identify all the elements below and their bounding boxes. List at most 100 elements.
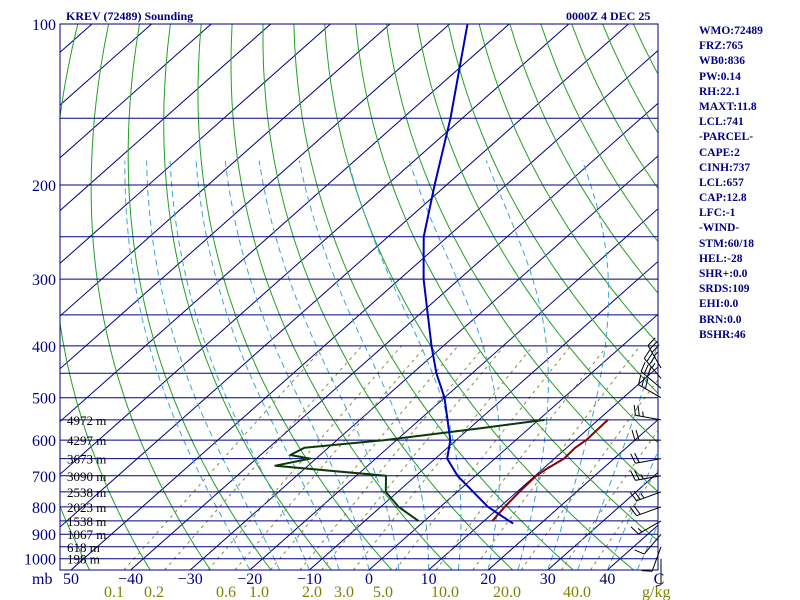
- moist-adiabat-line: [577, 340, 658, 570]
- background-lines: [60, 24, 658, 570]
- wind-barb-flag: [629, 507, 637, 517]
- wind-barb: [640, 361, 662, 389]
- parcel-profile-line: [422, 24, 514, 525]
- pressure-tick-label: 100: [32, 17, 56, 34]
- mixing-ratio-tick-label: 5.0: [373, 584, 393, 600]
- mixing-ratio-tick-label: 2.0: [302, 584, 322, 600]
- temperature-tick-label: 0: [365, 571, 373, 588]
- isotherm-line: [189, 155, 658, 570]
- temperature-tick-label: 30: [540, 571, 556, 588]
- index-item: RH:22.1: [699, 85, 741, 98]
- moist-adiabat-line: [124, 160, 251, 570]
- index-item: BSHR:46: [699, 328, 746, 341]
- index-item: MAXT:11.8: [699, 100, 757, 113]
- height-label: 4972 m: [67, 413, 106, 428]
- dry-adiabat-line: [416, 24, 658, 444]
- height-label: 198 m: [67, 552, 100, 567]
- wind-barb-half-flag: [637, 528, 643, 533]
- dry-adiabat-line: [197, 24, 393, 570]
- index-item: HEL:-28: [699, 252, 743, 265]
- wind-barb-flag: [631, 429, 636, 441]
- mixing-ratio-line: [590, 468, 658, 570]
- moist-adiabat-line: [347, 160, 462, 570]
- wind-barb: [641, 546, 662, 572]
- mixing-ratio-line: [560, 429, 658, 570]
- wind-barb-half-flag: [653, 351, 658, 357]
- index-item: FRZ:765: [699, 40, 744, 53]
- isotherm-line: [60, 24, 391, 317]
- height-label: 3673 m: [67, 452, 106, 467]
- index-item: LFC:-1: [699, 207, 736, 220]
- pressure-tick-label: 1000: [24, 552, 56, 569]
- wind-barb: [633, 404, 662, 421]
- index-item: LCL:741: [699, 116, 744, 129]
- temperature-profile-line: [491, 419, 609, 522]
- wind-barb: [630, 470, 662, 481]
- wind-barb: [634, 533, 662, 555]
- wind-barb-staff: [635, 458, 662, 464]
- temperature-tick-label: −10: [297, 571, 322, 588]
- temperature-tick-label: −30: [178, 571, 203, 588]
- wind-barb-flag: [635, 429, 640, 441]
- temperature-tick-label: 40: [599, 571, 615, 588]
- wind-barb-half-flag: [655, 584, 662, 587]
- mixing-ratio-line: [435, 345, 608, 570]
- dry-adiabat-line: [60, 24, 151, 570]
- mixing-ratio-tick-label: 0.2: [144, 584, 164, 600]
- mixing-ratio-unit-label: g/kg: [642, 584, 670, 600]
- wind-barb-staff: [651, 546, 662, 572]
- mixing-ratio-line: [299, 345, 486, 570]
- wind-barb-staff: [636, 506, 662, 517]
- index-item: EHI:0.0: [699, 298, 739, 311]
- station-title: KREV (72489) Sounding: [66, 9, 194, 23]
- mixing-ratio-line: [472, 345, 641, 570]
- isobars: [60, 23, 658, 571]
- wind-barb-staff: [643, 358, 662, 379]
- wind-barb-flag: [643, 364, 649, 375]
- wind-barb-half-flag: [640, 474, 644, 480]
- isotherm-line: [60, 24, 570, 475]
- wind-barb-flag: [647, 337, 656, 346]
- pressure-tick-label: 800: [32, 500, 56, 517]
- wind-barb-staff: [638, 384, 662, 399]
- moist-adiabat-line: [547, 160, 610, 570]
- height-label: 3090 m: [67, 469, 106, 484]
- wind-barb-staff: [643, 533, 662, 555]
- wind-barbs: [629, 337, 662, 587]
- wind-barb-staff: [640, 371, 662, 389]
- dry-adiabat-line: [230, 24, 453, 570]
- temperature-tick-label: 10: [421, 571, 437, 588]
- index-item: BRN:0.0: [699, 313, 742, 326]
- pressure-tick-label: 700: [32, 469, 56, 486]
- pressure-tick-label: 600: [32, 433, 56, 450]
- wind-barb: [630, 520, 662, 535]
- wind-barb-flag: [629, 492, 637, 502]
- mixing-ratio-tick-label: 0.6: [216, 584, 236, 600]
- mixing-ratio-line: [234, 345, 427, 570]
- pressure-tick-label: 900: [32, 527, 56, 544]
- isotherm-line: [487, 419, 658, 570]
- wind-barb-flag: [630, 526, 639, 535]
- mixing-ratio-line: [207, 345, 402, 570]
- index-item: LCL:657: [699, 176, 744, 189]
- isotherm-line: [547, 471, 658, 570]
- wind-barb-flag: [633, 404, 636, 416]
- index-item: WMO:72489: [699, 25, 763, 37]
- dry-adiabat-line: [447, 24, 658, 395]
- mixing-ratio-tick-label: 40.0: [563, 584, 591, 600]
- height-label: 618 m: [67, 540, 100, 555]
- index-item: CINH:737: [699, 161, 751, 174]
- temperature-unit-label: C: [654, 571, 665, 588]
- wind-barb-staff: [647, 345, 662, 369]
- dewpoint-profile-line: [274, 418, 545, 522]
- dry-adiabat-line: [127, 24, 272, 570]
- wind-barb-flag: [634, 549, 645, 555]
- wind-barb-flag: [646, 352, 654, 362]
- pressure-tick-label: 400: [32, 339, 56, 356]
- pressure-unit-label: mb: [32, 571, 52, 588]
- height-label: 1538 m: [67, 514, 106, 529]
- mixing-ratio-line: [123, 345, 326, 570]
- wind-barb-half-flag: [640, 493, 645, 499]
